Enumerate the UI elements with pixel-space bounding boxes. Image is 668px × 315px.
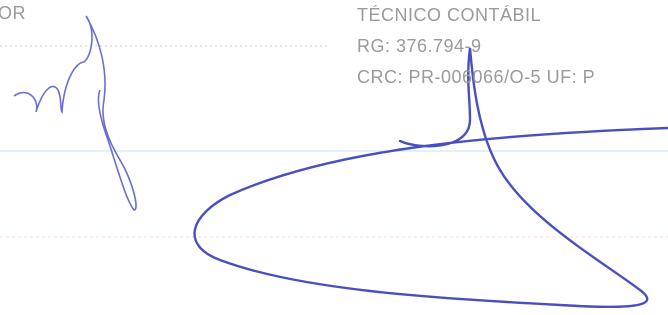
scan-layer <box>0 0 668 315</box>
document-page: OR TÉCNICO CONTÁBIL RG: 376.794-9 CRC: P… <box>0 0 668 315</box>
signature <box>14 16 136 210</box>
role-label: OR <box>0 4 26 22</box>
rg: RG: 376.794-9 <box>357 37 482 55</box>
crc: CRC: PR-006066/O-5 UF: P <box>357 68 595 86</box>
title: TÉCNICO CONTÁBIL <box>357 6 541 24</box>
